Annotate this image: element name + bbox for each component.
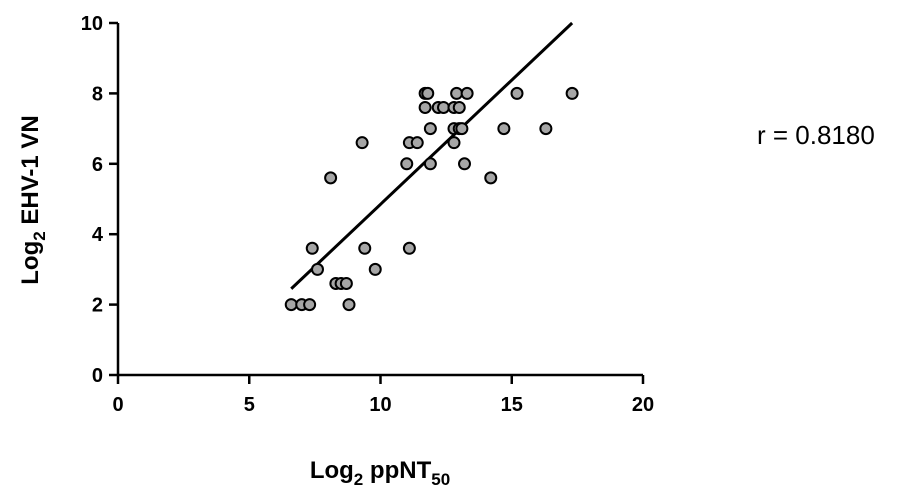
data-point (452, 100, 466, 114)
x-axis-title: Log2 ppNT50 (310, 457, 450, 489)
regression-line (290, 21, 574, 290)
y-tick-label: 10 (81, 13, 103, 35)
data-point (437, 100, 450, 114)
axes (116, 23, 643, 377)
data-point (368, 262, 382, 276)
data-point (455, 122, 469, 136)
data-point (418, 100, 432, 114)
data-point (497, 122, 511, 136)
data-point (410, 136, 424, 150)
x-tick-label: 5 (244, 394, 255, 416)
data-point (565, 86, 579, 100)
data-points (284, 86, 579, 312)
data-point (305, 241, 319, 255)
x-tick-label: 10 (369, 394, 391, 416)
data-point (355, 136, 369, 150)
y-ticks: 0 2 4 6 8 10 (81, 13, 118, 387)
x-tick-label: 15 (501, 394, 523, 416)
data-point (423, 157, 437, 171)
y-tick-label: 8 (92, 83, 103, 105)
data-point (284, 298, 298, 312)
data-point (460, 86, 474, 100)
data-point (423, 122, 437, 136)
data-point (510, 86, 524, 100)
x-tick-label: 0 (112, 394, 123, 416)
y-tick-label: 4 (92, 224, 104, 246)
data-point (400, 157, 414, 171)
data-point (484, 171, 498, 185)
y-tick-label: 2 (92, 295, 103, 317)
y-axis-title: Log2 EHV-1 VN (17, 115, 49, 285)
data-point (539, 122, 553, 136)
data-point (450, 86, 464, 100)
data-point (342, 298, 356, 312)
data-point (421, 86, 435, 100)
correlation-annotation: r = 0.8180 (757, 120, 875, 150)
data-point (311, 262, 324, 276)
x-ticks: 0 5 10 15 20 (112, 375, 654, 416)
data-point (324, 171, 338, 185)
y-tick-label: 6 (92, 154, 103, 176)
x-tick-label: 20 (632, 394, 654, 416)
data-point (303, 298, 317, 312)
data-point (447, 136, 461, 150)
data-point (458, 157, 471, 171)
data-point (339, 276, 353, 290)
y-tick-label: 0 (92, 365, 103, 387)
data-point (402, 241, 416, 255)
data-point (358, 241, 372, 255)
